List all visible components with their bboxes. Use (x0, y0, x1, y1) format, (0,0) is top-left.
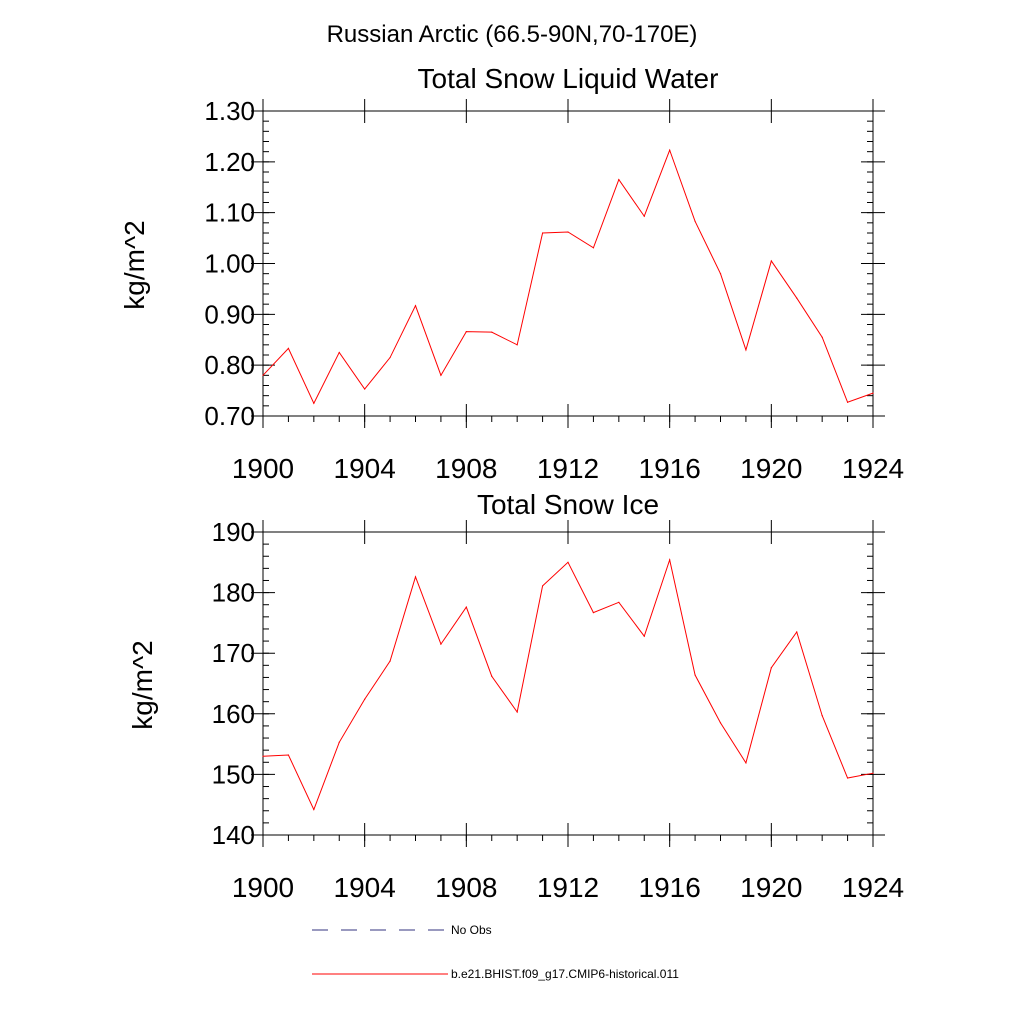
x-tick-label: 1916 (639, 872, 701, 903)
plot-frame (262, 531, 874, 836)
data-point (465, 606, 467, 608)
data-point (872, 392, 874, 394)
data-point (643, 635, 645, 637)
legend-model-label: b.e21.BHIST.f09_g17.CMIP6-historical.011 (451, 967, 679, 981)
data-point (567, 561, 569, 563)
data-point (592, 611, 595, 614)
data-point (287, 754, 290, 756)
data-point (287, 347, 290, 349)
data-point (694, 674, 696, 676)
data-point (491, 675, 493, 677)
x-tick-label: 1912 (537, 872, 599, 903)
data-point (465, 331, 467, 333)
data-point (592, 247, 595, 249)
data-point (389, 660, 391, 662)
data-point (796, 631, 798, 633)
data-point (313, 808, 315, 811)
series-line-0 (262, 148, 874, 405)
x-tick-label: 1924 (842, 453, 904, 484)
panel-snow-ice-ylabel: kg/m^2 (127, 640, 158, 729)
data-point (745, 349, 747, 351)
data-point (796, 297, 798, 299)
panel-liquid-water-ylabel: kg/m^2 (119, 220, 150, 309)
legend-no-obs-label: No Obs (451, 923, 492, 937)
data-point (491, 331, 493, 333)
x-tick-label: 1908 (435, 453, 497, 484)
y-tick-label: 0.80 (204, 350, 255, 380)
plot-frame (262, 110, 874, 417)
y-tick-label: 190 (212, 517, 255, 547)
x-tick-label: 1904 (334, 872, 396, 903)
data-point (821, 715, 823, 717)
data-point (846, 777, 849, 779)
y-tick-label: 0.70 (204, 401, 255, 431)
data-point (719, 273, 722, 275)
data-point (541, 585, 544, 587)
data-point (516, 344, 518, 346)
data-point (262, 755, 264, 757)
y-tick-label: 160 (212, 699, 255, 729)
data-point (669, 559, 671, 561)
y-tick-label: 180 (212, 578, 255, 608)
data-point (694, 220, 696, 222)
data-point (669, 149, 671, 151)
data-point (541, 232, 544, 234)
data-point (719, 722, 722, 724)
data-point (338, 351, 340, 354)
panel-snow-ice-title: Total Snow Ice (477, 489, 659, 520)
y-tick-label: 1.20 (204, 147, 255, 177)
data-point (389, 356, 391, 359)
x-tick-label: 1900 (232, 872, 294, 903)
figure-suptitle: Russian Arctic (66.5-90N,70-170E) (327, 21, 698, 48)
panel-liquid-water-title: Total Snow Liquid Water (418, 63, 719, 94)
panel-liquid-water-plot: 0.70 0.80 0.90 1.00 1.10 1.20 1.30 1900 1904 1908… (204, 96, 904, 484)
data-point (262, 374, 264, 376)
panel-liquid-water: Total Snow Liquid Water kg/m^2 0.700.800… (119, 63, 904, 484)
data-point (440, 643, 442, 645)
y-tick-label: 1.00 (204, 249, 255, 279)
x-tick-label: 1908 (435, 872, 497, 903)
y-tick-label: 150 (212, 759, 255, 789)
y-tick-label: 1.30 (204, 96, 255, 126)
data-point (440, 374, 442, 376)
data-point (516, 711, 518, 713)
panel-snow-ice-plot: 140 150 160 170 180 190 1900 1904 1908 1912 1916 19… (212, 517, 905, 903)
x-tick-label: 1924 (842, 872, 904, 903)
data-point (414, 305, 417, 307)
x-tick-label: 1920 (740, 872, 802, 903)
data-point (364, 698, 366, 700)
data-point (643, 215, 645, 217)
x-tick-label: 1912 (537, 453, 599, 484)
data-point (745, 762, 747, 764)
data-point (338, 741, 340, 743)
data-point (872, 772, 874, 774)
data-point (770, 667, 772, 669)
data-point (821, 336, 823, 338)
data-point (618, 601, 620, 603)
data-point (414, 576, 417, 578)
y-tick-label: 1.10 (204, 198, 255, 228)
x-tick-label: 1920 (740, 453, 802, 484)
data-point (313, 402, 315, 404)
data-point (846, 401, 849, 403)
x-tick-label: 1900 (232, 453, 294, 484)
x-tick-label: 1916 (639, 453, 701, 484)
data-point (567, 231, 569, 233)
y-tick-label: 140 (212, 820, 255, 850)
series-line-0 (262, 558, 874, 811)
panel-snow-ice: Total Snow Ice kg/m^2 140 150 160 170 180 190… (127, 489, 904, 903)
y-tick-label: 170 (212, 638, 255, 668)
data-point (364, 388, 366, 390)
data-point (618, 179, 620, 181)
y-tick-label: 0.90 (204, 299, 255, 329)
data-point (770, 260, 772, 262)
legend: No Obs b.e21.BHIST.f09_g17.CMIP6-histori… (312, 923, 679, 981)
x-tick-label: 1904 (334, 453, 396, 484)
